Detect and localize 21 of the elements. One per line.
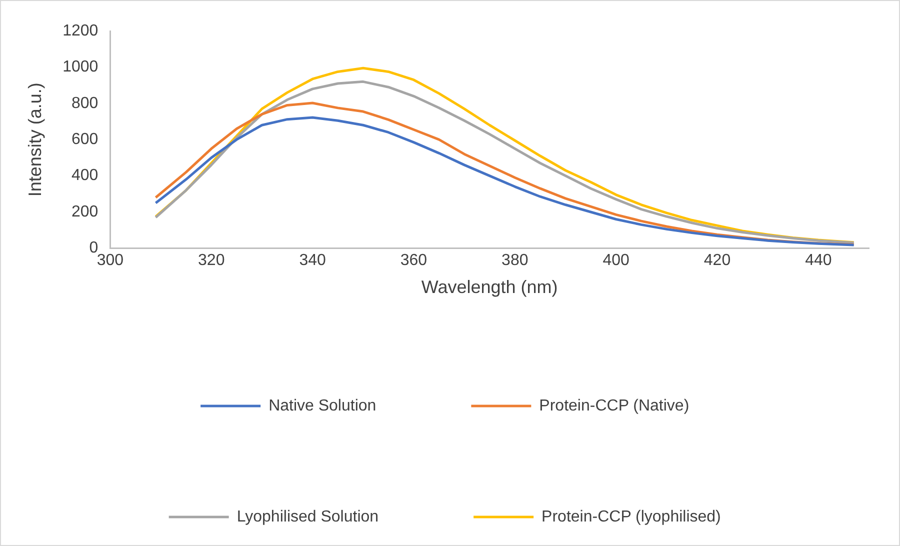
x-axis-title: Wavelength (nm)	[421, 277, 558, 298]
legend-label: Lyophilised Solution	[236, 508, 379, 526]
x-tick-label: 440	[805, 252, 832, 270]
x-tick-label: 320	[198, 252, 225, 270]
y-tick-label: 400	[71, 167, 98, 184]
x-tick-label: 400	[602, 252, 630, 270]
x-tick-label: 360	[400, 252, 428, 270]
y-tick-label: 1000	[62, 58, 98, 76]
x-tick-label: 340	[299, 252, 326, 270]
y-tick-label: 800	[71, 94, 98, 112]
y-tick-label: 200	[71, 203, 98, 220]
y-tick-label: 600	[71, 131, 98, 148]
y-tick-label: 0	[89, 240, 98, 257]
x-tick-label: 300	[96, 252, 124, 270]
legend-label: Protein-CCP (Native)	[539, 397, 690, 414]
x-tick-label: 380	[502, 252, 528, 270]
legend-label: Native Solution	[268, 397, 376, 414]
legend-label: Protein-CCP (lyophilised)	[542, 508, 721, 526]
x-tick-label: 420	[704, 252, 731, 270]
y-tick-label: 1200	[62, 22, 98, 40]
y-axis-title: Intensity (a.u.)	[24, 82, 45, 197]
